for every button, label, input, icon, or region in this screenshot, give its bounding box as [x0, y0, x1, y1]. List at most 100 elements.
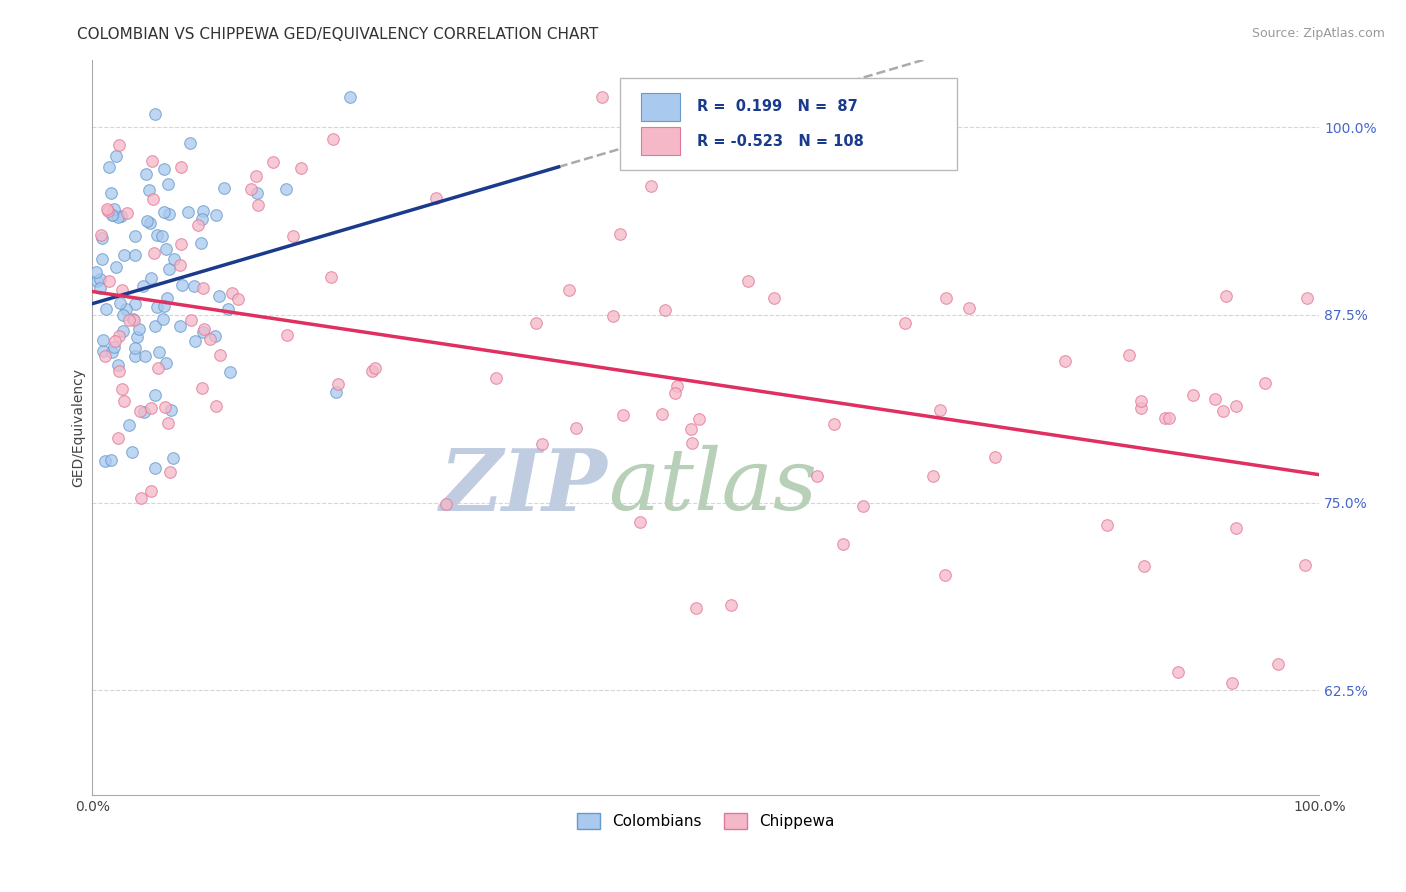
- Point: [162, 450, 184, 465]
- Point: [121, 311, 143, 326]
- Point: [91, 344, 114, 359]
- Text: R =  0.199   N =  87: R = 0.199 N = 87: [697, 99, 858, 114]
- Point: [1225, 520, 1247, 534]
- Legend: Colombians, Chippewa: Colombians, Chippewa: [571, 807, 841, 836]
- Point: [157, 261, 180, 276]
- Point: [631, 130, 654, 145]
- Point: [190, 235, 212, 250]
- Point: [138, 183, 160, 197]
- Point: [100, 186, 122, 201]
- Point: [179, 136, 201, 150]
- Point: [169, 258, 191, 272]
- Point: [156, 417, 179, 431]
- Point: [157, 177, 180, 191]
- Point: [218, 365, 240, 379]
- Point: [640, 178, 662, 193]
- Point: [1254, 376, 1277, 390]
- Point: [205, 208, 228, 222]
- Point: [156, 291, 179, 305]
- Point: [666, 379, 689, 393]
- Point: [1167, 665, 1189, 679]
- Point: [208, 348, 231, 362]
- Point: [132, 278, 155, 293]
- Point: [191, 281, 214, 295]
- Point: [172, 277, 194, 292]
- Point: [101, 208, 124, 222]
- Point: [679, 422, 702, 436]
- Point: [651, 407, 673, 421]
- Point: [143, 106, 166, 120]
- Point: [103, 334, 125, 348]
- Text: atlas: atlas: [607, 445, 817, 528]
- Point: [146, 227, 169, 242]
- Point: [654, 303, 676, 318]
- Point: [425, 191, 447, 205]
- Point: [98, 274, 121, 288]
- Point: [141, 271, 163, 285]
- Point: [128, 403, 150, 417]
- Bar: [641, 93, 681, 120]
- Point: [98, 160, 121, 174]
- Point: [240, 182, 263, 196]
- Point: [134, 349, 156, 363]
- Point: [198, 332, 221, 346]
- Point: [184, 334, 207, 349]
- Point: [153, 299, 176, 313]
- Point: [159, 403, 181, 417]
- Point: [190, 211, 212, 226]
- Point: [565, 421, 588, 435]
- Point: [152, 204, 174, 219]
- Point: [103, 202, 125, 217]
- Point: [591, 90, 613, 104]
- Point: [139, 483, 162, 498]
- Point: [290, 161, 312, 175]
- Point: [274, 182, 297, 196]
- Point: [135, 167, 157, 181]
- Text: Source: ZipAtlas.com: Source: ZipAtlas.com: [1251, 27, 1385, 40]
- Point: [193, 322, 215, 336]
- Point: [97, 204, 120, 219]
- Point: [108, 364, 131, 378]
- Point: [214, 181, 236, 195]
- Point: [934, 568, 956, 582]
- Point: [170, 236, 193, 251]
- Point: [226, 292, 249, 306]
- Point: [221, 286, 243, 301]
- Point: [1159, 410, 1181, 425]
- Point: [138, 216, 160, 230]
- Point: [150, 228, 173, 243]
- Point: [935, 291, 957, 305]
- Point: [928, 402, 950, 417]
- Point: [602, 309, 624, 323]
- Point: [361, 363, 384, 377]
- Point: [524, 316, 547, 330]
- Point: [434, 497, 457, 511]
- Text: ZIP: ZIP: [440, 444, 607, 528]
- Point: [612, 408, 634, 422]
- Point: [984, 450, 1007, 464]
- Point: [328, 377, 350, 392]
- Point: [110, 296, 132, 310]
- Point: [531, 437, 554, 451]
- Point: [1294, 558, 1316, 573]
- Point: [322, 132, 344, 146]
- Point: [124, 248, 146, 262]
- Point: [1118, 348, 1140, 362]
- Point: [152, 311, 174, 326]
- Point: [823, 417, 845, 432]
- Point: [112, 248, 135, 262]
- Point: [118, 313, 141, 327]
- Point: [1215, 289, 1237, 303]
- Point: [191, 381, 214, 395]
- Point: [921, 469, 943, 483]
- Point: [1225, 399, 1247, 413]
- Point: [142, 245, 165, 260]
- Point: [114, 301, 136, 316]
- Point: [246, 186, 269, 200]
- Point: [1204, 392, 1226, 407]
- Point: [96, 202, 118, 216]
- Point: [91, 230, 114, 244]
- Point: [339, 90, 361, 104]
- Point: [609, 227, 631, 242]
- Point: [1095, 518, 1118, 533]
